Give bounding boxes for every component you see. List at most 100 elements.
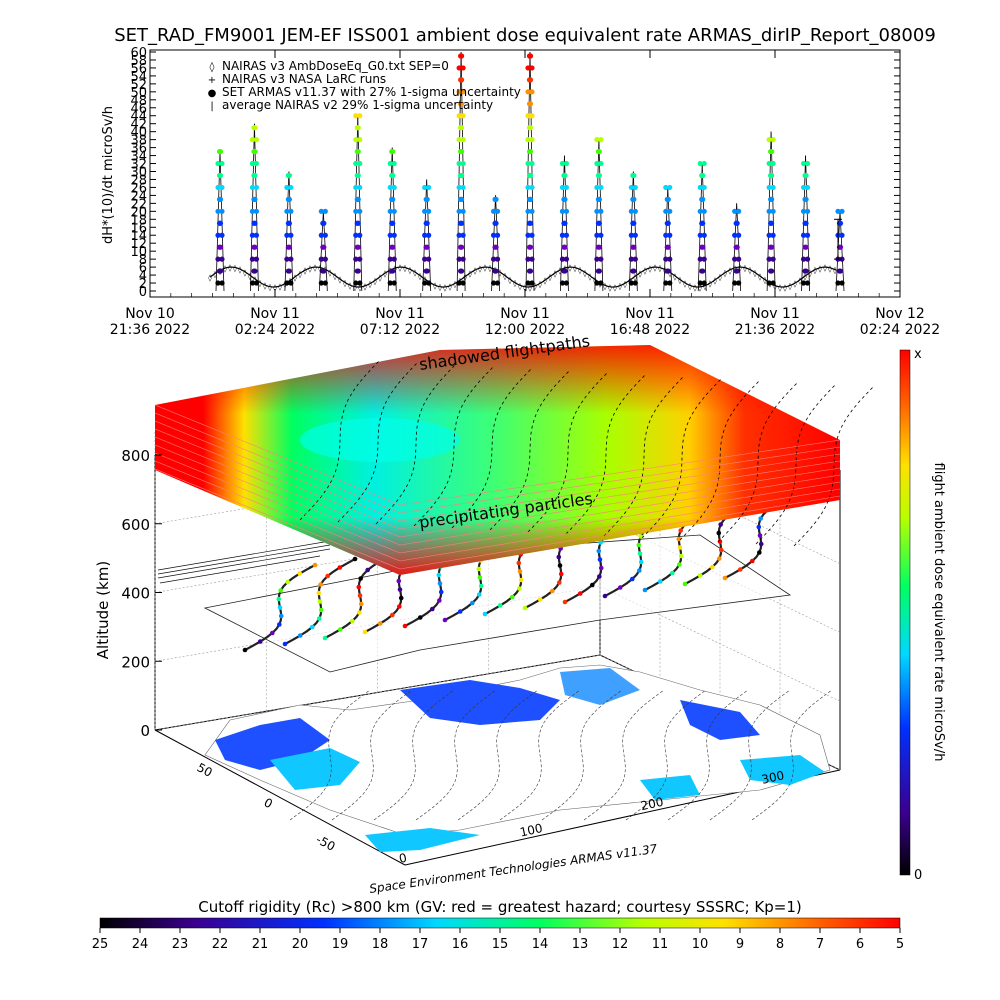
armas-point [665, 220, 671, 226]
y-tick-label: 58 [130, 54, 147, 69]
altitude-tick-label: 800 [121, 447, 150, 465]
armas-point [800, 280, 807, 286]
slab-layer-line [154, 444, 841, 546]
timeseries-data: ◊ ◊◊ ◊ ◊ ◊ ◊ ◊ ◊ ◊ ◊ ◊ ◊ ◊◊ ◊ ◊ ◊ ◊ ◊◊ ◊ ◊ ◊ ◊ ◊ ◊ ◊ ◊ ◊ ◊ ◊◊ ◊ ◊ ◊ ◊ ◊ ◊◊… [208, 51, 845, 292]
armas-point [770, 160, 776, 167]
armas-point [665, 268, 671, 274]
armas-point [355, 268, 361, 274]
armas-point [803, 268, 809, 274]
armas-point [839, 232, 845, 238]
armas-point [249, 208, 256, 214]
nairas-point: ◊ [313, 264, 317, 272]
armas-point [803, 244, 809, 250]
armas-point [631, 244, 637, 250]
nairas-point: ◊ [478, 265, 482, 273]
flight-track-point [602, 593, 608, 599]
armas-point [562, 244, 568, 250]
armas-point [701, 232, 707, 238]
armas-point [628, 184, 634, 191]
horizontal-colorbar-tick-label: 8 [776, 937, 784, 952]
armas-point [804, 160, 811, 167]
armas-point [252, 244, 258, 250]
nairas-point: ◊ [603, 282, 607, 290]
armas-point [426, 232, 432, 238]
y-tick-label: 56 [130, 62, 147, 77]
armas-point [353, 280, 359, 286]
armas-point [563, 208, 570, 214]
armas-point [424, 196, 430, 202]
flight-track-point [437, 581, 443, 586]
nairas-point: ◊ [798, 277, 802, 285]
flight-track-point [257, 639, 263, 644]
nairas-point: ◊ [308, 265, 312, 273]
armas-spike [215, 148, 225, 292]
armas-spike [800, 155, 811, 292]
y-tick-label: 16 [130, 221, 147, 236]
altitude-tick-label: 0 [140, 722, 150, 740]
armas-point [391, 256, 397, 262]
nairas-point: ◊ [743, 265, 747, 273]
nairas-point: ◊ [623, 280, 627, 288]
armas-point [284, 232, 290, 238]
armas-point [594, 184, 600, 191]
armas-point [732, 256, 738, 262]
armas-point [839, 208, 845, 214]
nairas-point: ◊ [508, 276, 512, 284]
horizontal-colorbar-tick-label: 7 [816, 937, 824, 952]
armas-point [252, 125, 258, 131]
nairas-point: ◊ [368, 281, 372, 289]
armas-point [839, 280, 845, 286]
armas-point [769, 148, 775, 155]
armas-spike [663, 184, 673, 292]
armas-point [252, 268, 258, 274]
armas-point [391, 184, 397, 191]
y-tick-label: 38 [130, 134, 147, 149]
nairas-point: ◊ [608, 284, 612, 292]
armas-point [766, 184, 772, 191]
nairas-point: ◊ [578, 266, 582, 274]
armas-point [460, 232, 466, 238]
x-tick-label-date: Nov 11 [750, 306, 800, 322]
flight-track-point [436, 572, 442, 578]
nairas-point: ◊ [748, 267, 752, 275]
armas-point [252, 172, 258, 179]
armas-point [632, 208, 638, 214]
armas-point [460, 65, 466, 71]
armas-point [459, 268, 465, 274]
nairas-point: ◊ [618, 283, 622, 291]
flight-track-point [356, 584, 362, 590]
armas-point [355, 196, 361, 202]
slab-track [755, 383, 837, 545]
armas-point [701, 256, 707, 262]
armas-point [769, 196, 775, 202]
horizontal-colorbar-tick-label: 25 [92, 937, 109, 952]
flight-track-point [637, 551, 643, 556]
armas-point [803, 220, 809, 226]
nairas-point: ◊ [633, 273, 637, 281]
legend-symbol: | [210, 101, 213, 112]
armas-point [490, 208, 497, 214]
armas-point [390, 220, 396, 226]
armas-point [632, 232, 638, 238]
flight-track-point [757, 550, 762, 555]
armas-point [804, 232, 811, 238]
nairas-point: ◊ [783, 284, 787, 292]
ground-track [583, 689, 665, 821]
longitude-tick-label: 100 [519, 821, 544, 839]
flight-track-point [278, 588, 283, 593]
armas-point [252, 148, 258, 155]
slab-low-dose-region [300, 418, 460, 462]
armas-point [249, 137, 256, 143]
armas-spike [284, 171, 294, 292]
horizontal-colorbar-tick-label: 14 [532, 937, 549, 952]
armas-point [596, 172, 602, 179]
nairas-point: ◊ [448, 283, 452, 291]
armas-point [252, 196, 258, 202]
armas-point [736, 256, 742, 262]
horizontal-colorbar-tick-label: 21 [252, 937, 269, 952]
armas-point [288, 280, 294, 286]
flight-track-point [557, 563, 563, 568]
armas-point [529, 232, 535, 238]
armas-point [390, 196, 396, 202]
flight-track-point [318, 582, 323, 587]
